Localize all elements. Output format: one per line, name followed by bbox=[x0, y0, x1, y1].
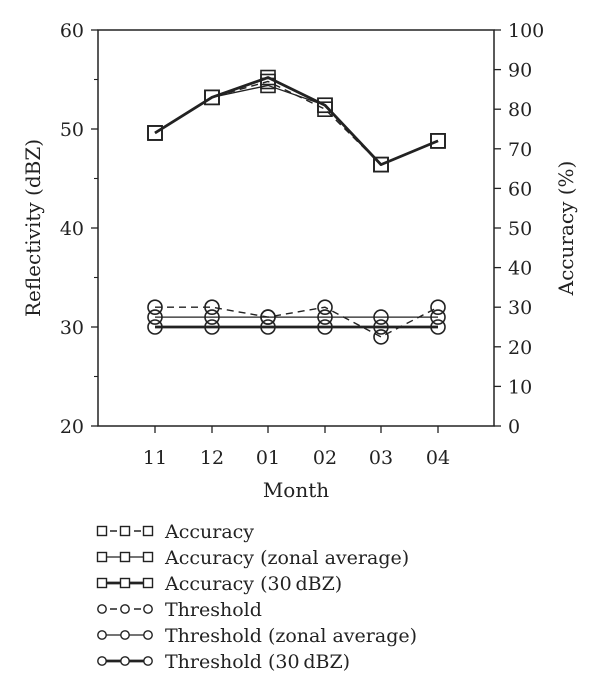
legend-label: Accuracy (zonal average) bbox=[164, 547, 409, 569]
x-tick-label: 11 bbox=[143, 447, 167, 469]
legend-entry: Threshold (30 dBZ) bbox=[97, 651, 350, 673]
square-marker bbox=[147, 125, 163, 141]
series-3 bbox=[147, 69, 446, 173]
square-marker bbox=[260, 69, 276, 86]
legend-entry: Accuracy bbox=[96, 521, 254, 543]
series-line bbox=[154, 76, 439, 167]
x-axis-title: Month bbox=[263, 478, 329, 502]
legend-square-marker bbox=[119, 577, 131, 589]
legend: Accuracy Accuracy (zonal average) Accuracy… bbox=[96, 521, 417, 673]
legend-circle-marker bbox=[97, 630, 107, 640]
circle-marker bbox=[147, 319, 163, 335]
legend-circle-marker bbox=[143, 630, 153, 640]
legend-square-marker bbox=[119, 525, 131, 537]
x-tick-label: 12 bbox=[200, 447, 224, 469]
series-6 bbox=[147, 319, 446, 335]
legend-circle-marker bbox=[143, 604, 153, 614]
square-marker bbox=[430, 133, 446, 149]
square-marker bbox=[204, 89, 220, 106]
legend-square-marker bbox=[142, 525, 154, 537]
circle-marker bbox=[373, 309, 389, 325]
x-tick-label: 03 bbox=[369, 447, 393, 469]
legend-square-marker bbox=[96, 551, 108, 563]
plot-frame bbox=[97, 29, 495, 427]
legend-square-marker bbox=[142, 577, 154, 589]
series-line bbox=[154, 80, 439, 166]
legend-entry: Threshold bbox=[97, 599, 262, 621]
legend-circle-marker bbox=[97, 656, 107, 666]
left-y-tick-label: 60 bbox=[60, 20, 84, 42]
right-y-tick-label: 0 bbox=[508, 416, 520, 438]
axes-layer: 20 30 40 50 60 0 10 20 30 40 50 60 70 80 90 100 11 12 01 02… bbox=[60, 20, 544, 469]
square-marker bbox=[373, 156, 389, 173]
circle-marker bbox=[204, 319, 220, 335]
left-y-tick-label: 50 bbox=[60, 119, 84, 141]
left-y-tick-label: 40 bbox=[60, 218, 84, 240]
legend-square-marker bbox=[96, 525, 108, 537]
circle-marker bbox=[147, 299, 163, 316]
circle-marker bbox=[430, 309, 446, 325]
series-layer bbox=[147, 69, 446, 345]
legend-label: Threshold (30 dBZ) bbox=[165, 651, 350, 673]
series-4 bbox=[147, 299, 446, 345]
legend-circle-marker bbox=[143, 656, 153, 666]
left-y-axis-title: Reflectivity (dBZ) bbox=[21, 139, 45, 317]
legend-square-marker bbox=[96, 577, 108, 589]
left-y-tick-label: 20 bbox=[60, 416, 84, 438]
right-y-tick-label: 50 bbox=[508, 218, 532, 240]
x-tick-label: 04 bbox=[426, 447, 450, 469]
legend-entry: Threshold (zonal average) bbox=[97, 625, 417, 647]
right-y-tick-label: 30 bbox=[508, 297, 532, 319]
legend-entry: Accuracy (30 dBZ) bbox=[96, 573, 342, 595]
legend-label: Accuracy (30 dBZ) bbox=[164, 573, 342, 595]
right-y-tick-label: 100 bbox=[508, 20, 544, 42]
legend-square-marker bbox=[142, 551, 154, 563]
legend-label: Threshold (zonal average) bbox=[165, 625, 417, 647]
series-line bbox=[155, 306, 439, 338]
right-y-tick-label: 10 bbox=[508, 376, 532, 398]
legend-circle-marker bbox=[120, 630, 130, 640]
right-y-tick-label: 60 bbox=[508, 178, 532, 200]
legend-label: Accuracy bbox=[164, 521, 254, 543]
circle-marker bbox=[430, 319, 446, 335]
legend-circle-marker bbox=[120, 604, 130, 614]
circle-marker bbox=[317, 299, 333, 316]
circle-marker bbox=[260, 319, 276, 335]
circle-marker bbox=[260, 309, 276, 325]
series-line bbox=[154, 84, 439, 166]
right-y-tick-label: 80 bbox=[508, 99, 532, 121]
circle-marker bbox=[373, 319, 389, 335]
legend-label: Threshold bbox=[165, 599, 262, 621]
legend-square-marker bbox=[119, 551, 131, 563]
right-y-tick-label: 70 bbox=[508, 139, 532, 161]
legend-circle-marker bbox=[120, 656, 130, 666]
right-y-tick-label: 40 bbox=[508, 258, 532, 280]
left-y-tick-label: 30 bbox=[60, 317, 84, 339]
circle-marker bbox=[430, 299, 446, 316]
circle-marker bbox=[147, 309, 163, 325]
right-y-tick-label: 20 bbox=[508, 337, 532, 359]
right-y-tick-label: 90 bbox=[508, 60, 532, 82]
series-5 bbox=[147, 309, 446, 325]
right-y-axis-title: Accuracy (%) bbox=[554, 161, 578, 297]
legend-entry: Accuracy (zonal average) bbox=[96, 547, 409, 569]
circle-marker bbox=[204, 299, 220, 316]
circle-marker bbox=[373, 329, 389, 345]
circle-marker bbox=[204, 309, 220, 325]
x-tick-label: 02 bbox=[313, 447, 337, 469]
square-marker bbox=[317, 97, 333, 114]
legend-circle-marker bbox=[97, 604, 107, 614]
circle-marker bbox=[317, 309, 333, 325]
x-tick-label: 01 bbox=[256, 447, 280, 469]
circle-marker bbox=[317, 319, 333, 335]
